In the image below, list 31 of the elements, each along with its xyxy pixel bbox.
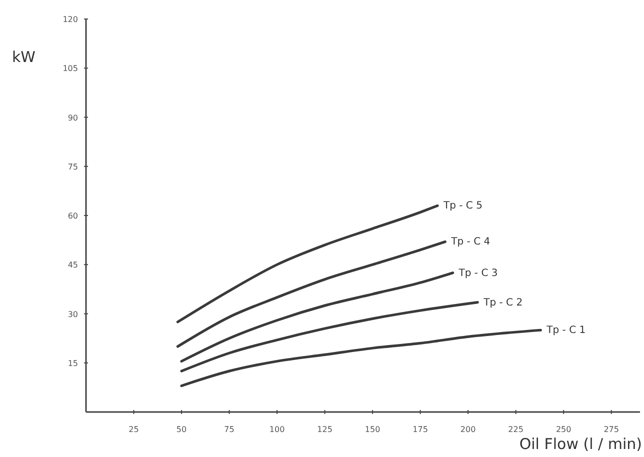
- x-tick-label: 200: [460, 425, 476, 434]
- y-tick-label: 15: [68, 358, 78, 368]
- line-series: [180, 272, 454, 363]
- series-label: Tp - C 4: [450, 236, 490, 248]
- y-tick-label: 60: [68, 212, 78, 220]
- line-series: [176, 240, 446, 348]
- series-label: Tp - C 5: [442, 200, 482, 212]
- y-tick-label: 120: [62, 15, 78, 24]
- y-tick-label: 75: [68, 162, 78, 172]
- line-series: [180, 328, 542, 388]
- series-label: Tp - C 1: [546, 325, 586, 336]
- x-tick-label: 25: [128, 425, 139, 434]
- y-tick-label: 45: [68, 260, 78, 270]
- x-tick-label: 100: [269, 425, 285, 434]
- line-series: [180, 300, 479, 372]
- x-tick-label: 50: [176, 425, 187, 434]
- y-tick-label: 90: [68, 113, 78, 122]
- x-tick-label: 75: [224, 425, 234, 434]
- x-axis-title: Oil Flow (l / min): [519, 435, 642, 453]
- x-tick-label: 250: [556, 425, 572, 434]
- y-axis-title: kW: [12, 48, 36, 66]
- x-tick-label: 175: [412, 425, 428, 434]
- x-tick-label: 225: [508, 425, 524, 434]
- y-tick-label: 105: [62, 64, 78, 74]
- series-label: Tp - C 2: [482, 297, 523, 308]
- series-label: Tp - C 3: [458, 268, 498, 279]
- x-tick-label: 275: [604, 425, 619, 434]
- line-series: [176, 204, 439, 324]
- x-tick-label: 150: [364, 425, 380, 434]
- y-tick-label: 30: [68, 310, 78, 319]
- x-tick-label: 125: [317, 425, 332, 434]
